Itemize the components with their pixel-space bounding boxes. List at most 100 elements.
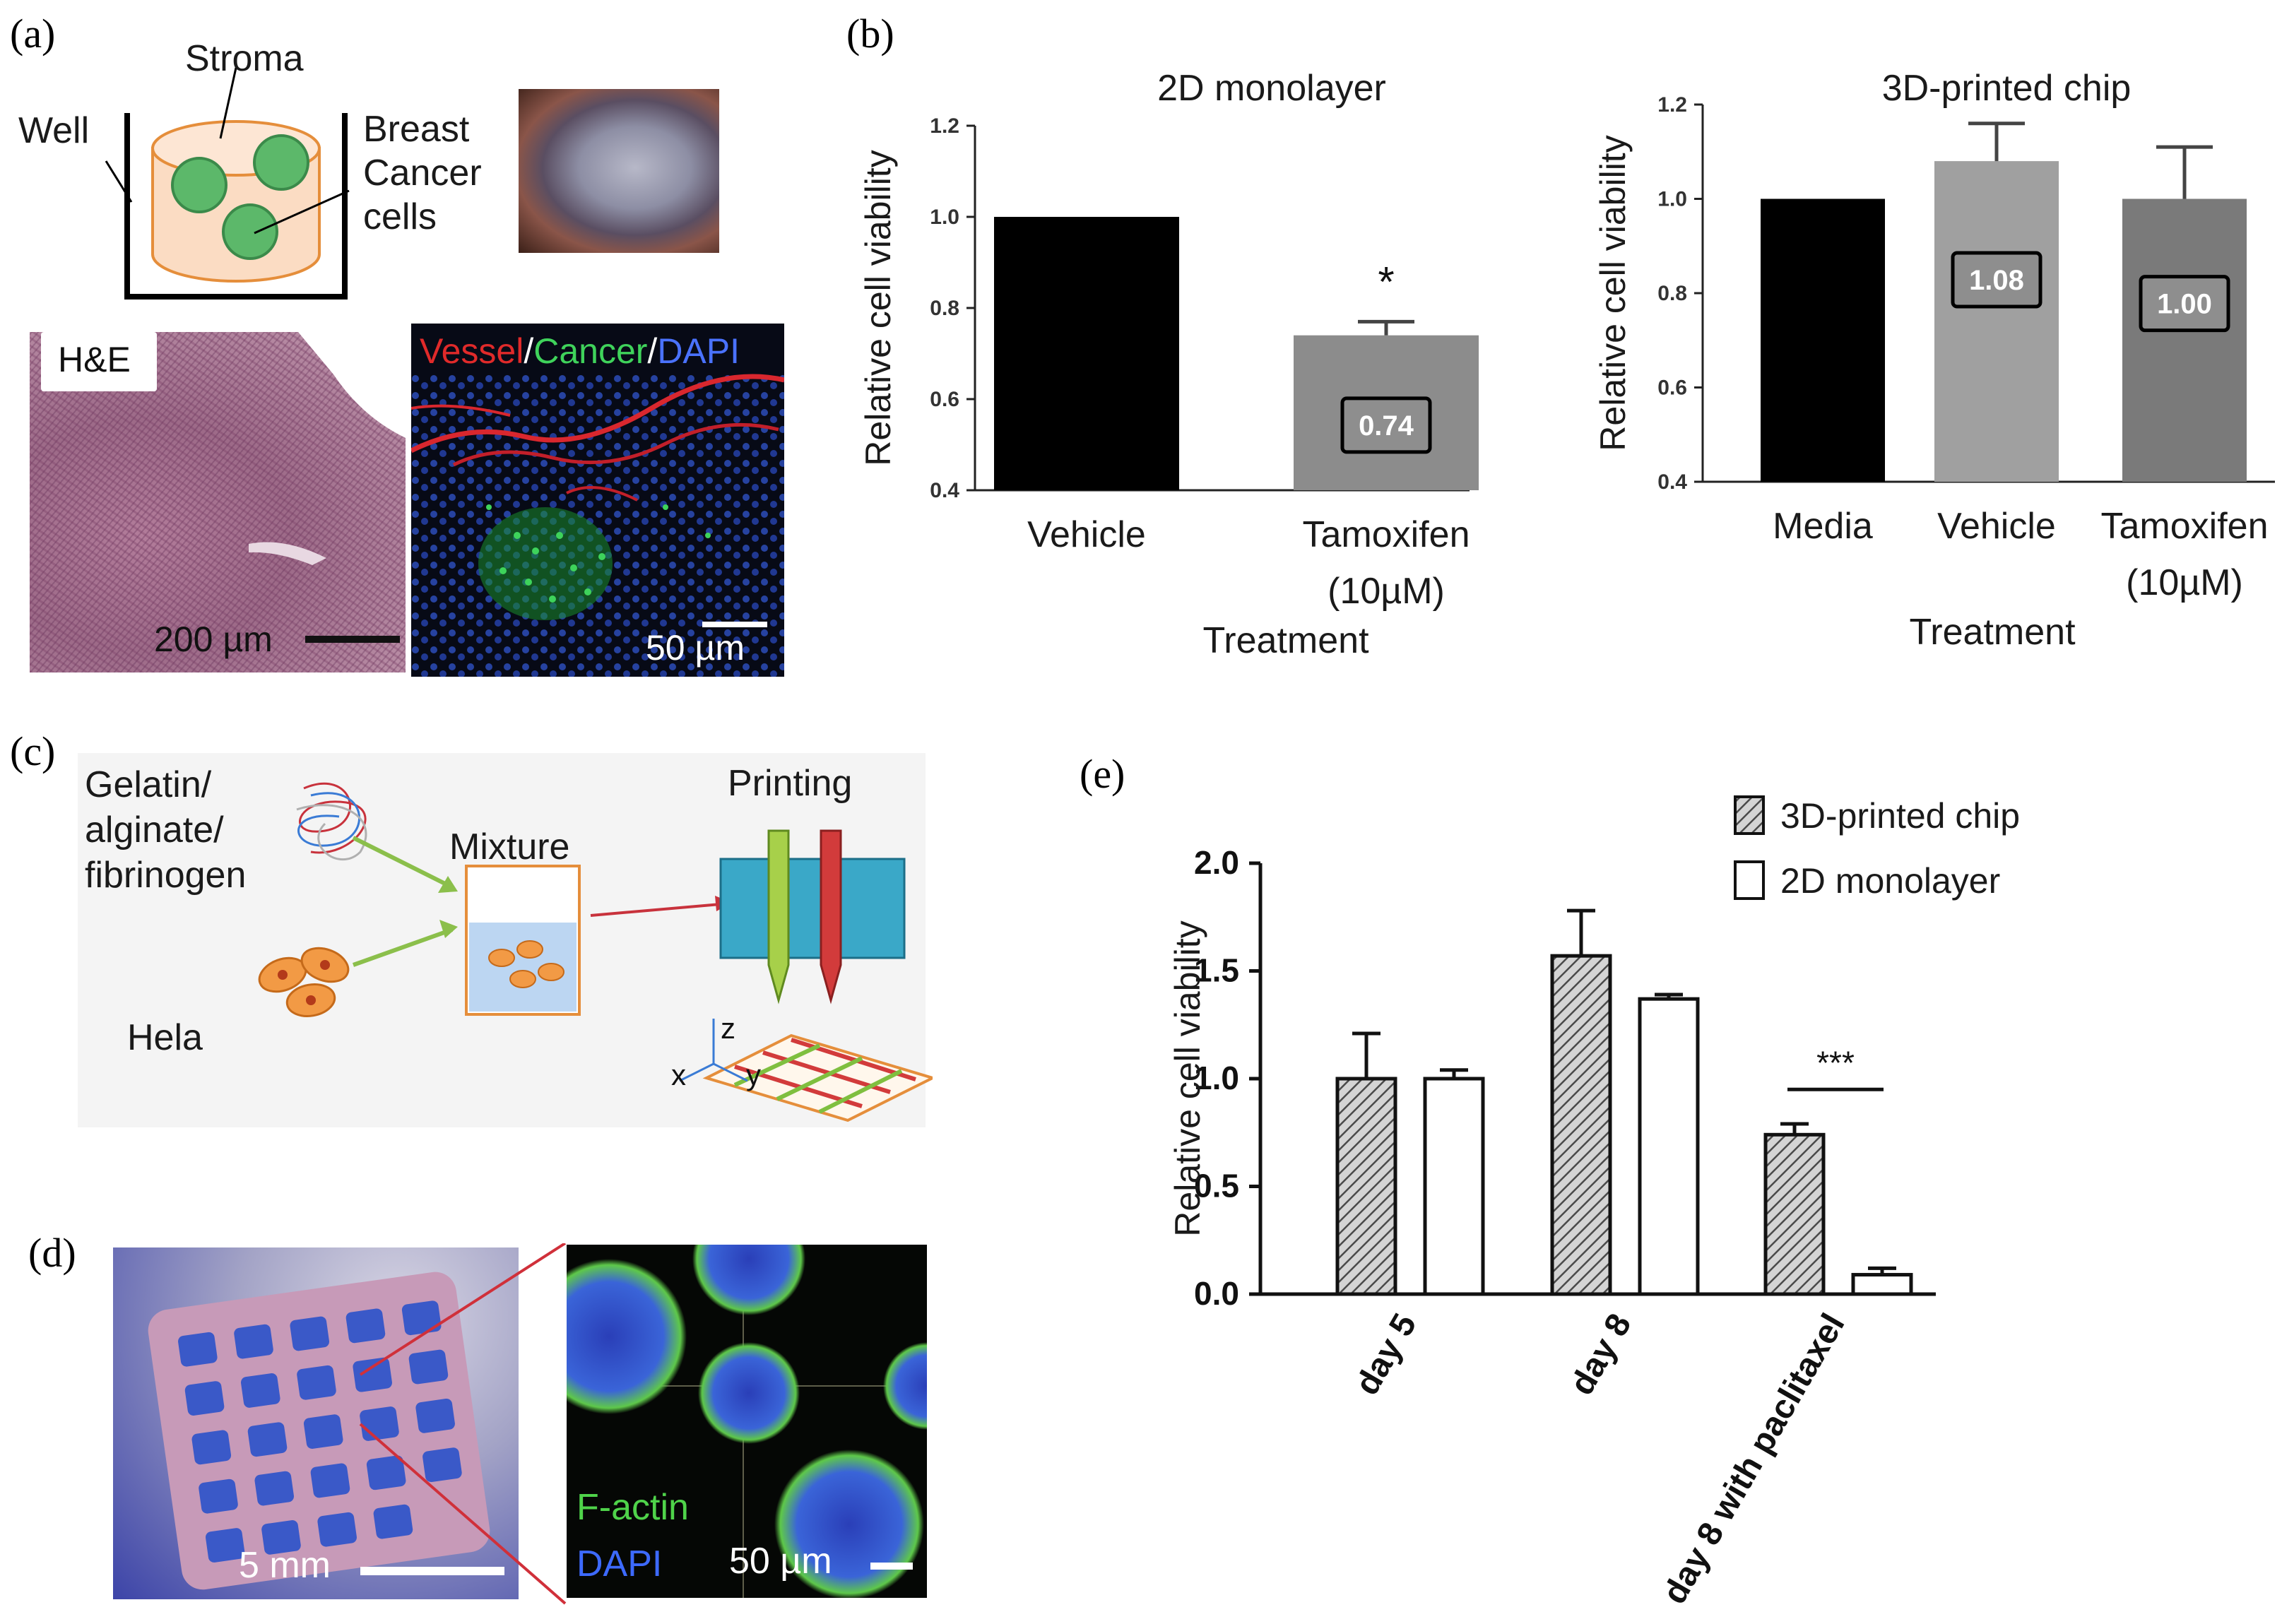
cancer-label-2: Cancer (363, 153, 482, 194)
y-tick-label: 1.2 (1657, 93, 1687, 117)
y-tick-label: 0.8 (930, 297, 959, 320)
y-tick-label: 1.0 (1194, 1060, 1239, 1096)
factin-label: F-actin (577, 1487, 689, 1528)
panel-label-b: (b) (846, 11, 894, 57)
value-label-box (1951, 251, 2042, 309)
value-label: 1.00 (2157, 289, 2212, 320)
y-tick-label: 1.5 (1194, 952, 1239, 989)
axis-z-label: z (721, 1012, 735, 1045)
bar (1934, 161, 2059, 482)
spheroids (567, 1245, 927, 1598)
y-tick-label: 1.2 (930, 114, 959, 138)
sep-2: / (647, 331, 658, 371)
cancer-label-3: cells (363, 196, 437, 237)
spheroid-image (567, 1245, 927, 1598)
mixture-label: Mixture (449, 826, 569, 867)
x-tick-label: Vehicle (1027, 514, 1146, 555)
y-tick-label: 0.5 (1194, 1168, 1239, 1204)
well-label: Well (18, 110, 89, 151)
fluor-channel-labels: Vessel/Cancer/DAPI (420, 331, 740, 372)
fluor-scale-label: 50 µm (646, 628, 745, 668)
nozzle-red (820, 829, 842, 1004)
cancer-cell-1 (171, 157, 227, 213)
panel-label-c: (c) (10, 728, 56, 774)
y-tick-label: 0.4 (1657, 470, 1687, 494)
bar (1761, 198, 1885, 482)
zoom-lines (359, 1243, 567, 1605)
bar (1335, 1077, 1397, 1296)
y-tick-label: 0.0 (1194, 1275, 1239, 1312)
legend-swatch-2d (1734, 860, 1765, 900)
y-tick-label: 2.0 (1194, 844, 1239, 881)
chart-3d-printed-chip: 3D-printed chip 0.4 0.6 0.8 1.0 1.2 Relative c… (1593, 68, 2275, 653)
y-tick-label: 1.0 (1657, 188, 1687, 211)
gelatin-label-2: alginate/ (85, 810, 224, 850)
bar (1550, 954, 1612, 1296)
cancer-cell-3 (222, 203, 278, 260)
x-tick-label: Vehicle (1937, 506, 2056, 547)
nozzle-green (767, 829, 790, 1004)
x-tick-label: day 8 with paclitaxel (1656, 1308, 1852, 1610)
significance-star: * (1378, 258, 1394, 305)
he-white-corner (249, 332, 406, 565)
axis-x-label: x (671, 1058, 686, 1091)
dapi-label: DAPI (657, 331, 740, 371)
x-tick-label: (10µM) (1328, 571, 1445, 612)
bar (1638, 997, 1700, 1296)
y-tick-label: 0.4 (930, 479, 959, 502)
y-tick-label: 0.6 (930, 388, 959, 411)
legend-label-2d: 2D monolayer (1780, 861, 2000, 901)
printer-block (719, 858, 906, 959)
y-axis-label: Relative cell viability (1593, 135, 1633, 451)
well-schematic: Stroma Well Breast Cancer cells (18, 38, 482, 300)
he-label: H&E (58, 340, 131, 379)
gelatin-label-3: fibrinogen (85, 855, 246, 896)
bar (994, 217, 1179, 490)
cancer-cell-2 (253, 134, 309, 191)
cancer-label-1: Breast (363, 109, 470, 150)
bioprinting-schematic: z x y Gelatin/ alginate/ fibrinogen Hela… (78, 753, 933, 1127)
he-scale-label: 200 µm (154, 620, 273, 659)
panel-label-e: (e) (1080, 751, 1125, 797)
x-tick-label: (10µM) (2126, 562, 2243, 603)
construct-photo (519, 89, 719, 253)
bar (1851, 1273, 1913, 1296)
lattice-scale-label: 5 mm (239, 1545, 331, 1586)
y-tick-label: 0.8 (1657, 282, 1687, 305)
spheroid-scale-bar (870, 1563, 913, 1570)
bar (2122, 198, 2247, 482)
legend-swatch-3d (1734, 795, 1765, 835)
lattice-scale-bar (360, 1567, 504, 1575)
vessel-label: Vessel (420, 331, 524, 371)
spheroid-scale-label: 50 µm (729, 1541, 832, 1582)
bar (1763, 1132, 1826, 1296)
he-scale-bar (305, 636, 400, 643)
sep-1: / (524, 331, 534, 371)
printing-label: Printing (728, 763, 852, 804)
chart-title: 3D-printed chip (1882, 68, 2132, 109)
bar (1423, 1077, 1485, 1296)
value-label: 0.74 (1359, 410, 1414, 441)
chart-2d-monolayer: 2D monolayer 0.4 0.6 0.8 1.0 1.2 Relative cell… (858, 68, 1479, 661)
hela-label: Hela (127, 1017, 203, 1058)
x-tick-label: Tamoxifen (1303, 514, 1470, 555)
value-label-box (2139, 275, 2230, 333)
cancer-channel-label: Cancer (533, 331, 648, 371)
y-axis-label: Relative cell viability (858, 150, 898, 466)
gelatin-label-1: Gelatin/ (85, 764, 212, 805)
he-label-box (41, 332, 157, 391)
axis-y-label: y (746, 1058, 761, 1091)
stroma-label: Stroma (185, 38, 304, 79)
lattice-grid (148, 1272, 490, 1590)
chart-viability-days: 0.0 0.5 1.0 1.5 2.0 Relative cell viability da… (1168, 795, 2020, 1610)
chart-title: 2D monolayer (1157, 68, 1386, 109)
x-tick-label: Media (1773, 506, 1873, 547)
x-axis-label: Treatment (1202, 620, 1369, 661)
y-tick-label: 0.6 (1657, 377, 1687, 400)
x-tick-label: day 5 (1348, 1308, 1424, 1401)
significance-stars: *** (1816, 1044, 1855, 1081)
x-tick-label: Tamoxifen (2101, 506, 2269, 547)
y-axis-label: Relative cell viability (1168, 920, 1207, 1236)
y-tick-label: 1.0 (930, 206, 959, 229)
spheroid-dapi-label: DAPI (577, 1543, 663, 1584)
